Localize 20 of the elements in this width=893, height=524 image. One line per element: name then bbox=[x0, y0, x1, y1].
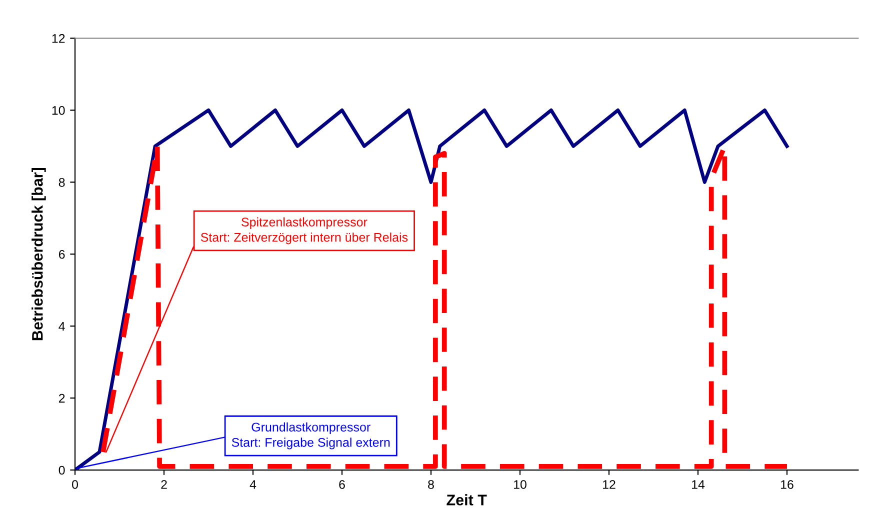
y-tick-label: 10 bbox=[52, 106, 65, 115]
y-tick-label: 6 bbox=[58, 250, 65, 259]
x-tick-label: 2 bbox=[161, 480, 167, 489]
x-axis-title: Zeit T bbox=[446, 494, 487, 506]
y-tick-label: 12 bbox=[52, 34, 65, 43]
x-tick-label: 14 bbox=[692, 480, 705, 489]
y-tick-label: 4 bbox=[58, 322, 65, 331]
y-tick-label: 8 bbox=[58, 178, 65, 187]
x-tick-label: 10 bbox=[514, 480, 526, 489]
x-tick-label: 8 bbox=[428, 480, 434, 489]
annotation: Grundlastkompressor Start: Freigabe Signal extern bbox=[232, 422, 390, 450]
x-tick-label: 4 bbox=[250, 480, 256, 489]
y-axis-title: Betriebsüberdruck [bar] bbox=[32, 168, 46, 340]
x-tick-label: 6 bbox=[339, 480, 345, 489]
y-tick-label: 0 bbox=[58, 466, 65, 475]
x-tick-label: 12 bbox=[602, 480, 616, 489]
x-tick-label: 16 bbox=[780, 480, 794, 489]
x-tick-label: 0 bbox=[72, 480, 78, 489]
annotation: Spitzenlastkompressor Start: Zeitverzögert intern über Relais bbox=[200, 217, 408, 244]
y-tick-label: 2 bbox=[58, 394, 65, 403]
